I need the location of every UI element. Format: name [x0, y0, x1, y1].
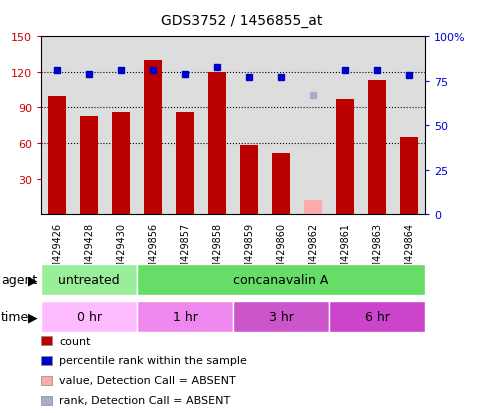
- Text: value, Detection Call = ABSENT: value, Detection Call = ABSENT: [59, 375, 236, 385]
- Bar: [112, 113, 130, 215]
- Bar: [80, 116, 98, 215]
- Text: 0 hr: 0 hr: [76, 311, 101, 323]
- Bar: [272, 153, 290, 215]
- Text: 6 hr: 6 hr: [365, 311, 389, 323]
- Bar: [368, 81, 386, 215]
- Text: concanavalin A: concanavalin A: [233, 273, 329, 286]
- Bar: [336, 100, 354, 215]
- Bar: [144, 61, 162, 215]
- Bar: [208, 73, 226, 215]
- Bar: [240, 146, 258, 215]
- Bar: [176, 113, 194, 215]
- Text: count: count: [59, 336, 90, 346]
- Bar: [400, 138, 418, 215]
- Text: untreated: untreated: [58, 273, 120, 286]
- Text: agent: agent: [1, 273, 37, 286]
- Text: percentile rank within the sample: percentile rank within the sample: [59, 356, 247, 366]
- Bar: [48, 96, 66, 215]
- Text: ▶: ▶: [28, 273, 38, 286]
- Bar: [304, 201, 322, 215]
- Text: 1 hr: 1 hr: [172, 311, 198, 323]
- Text: time: time: [1, 311, 29, 323]
- Text: rank, Detection Call = ABSENT: rank, Detection Call = ABSENT: [59, 395, 230, 405]
- Text: 3 hr: 3 hr: [269, 311, 294, 323]
- Text: ▶: ▶: [28, 311, 38, 323]
- Text: GDS3752 / 1456855_at: GDS3752 / 1456855_at: [161, 14, 322, 28]
